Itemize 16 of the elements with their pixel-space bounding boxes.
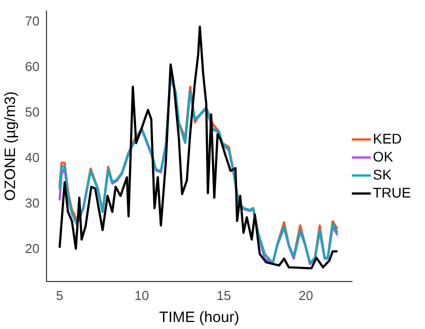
x-tick-label: 20 <box>298 288 314 303</box>
legend-label: TRUE <box>372 184 412 200</box>
y-tick-label: 70 <box>24 14 40 29</box>
x-tick-label: 10 <box>134 288 149 303</box>
y-tick-label: 20 <box>24 241 40 256</box>
legend-label: SK <box>372 166 392 182</box>
x-tick-label: 15 <box>216 288 232 303</box>
y-axis-title: OZONE (µg/m3) <box>2 91 20 201</box>
y-tick-label: 50 <box>24 104 40 120</box>
legend-label: OK <box>372 148 394 164</box>
y-tick-label: 40 <box>24 150 40 166</box>
x-tick-label: 5 <box>56 288 64 303</box>
legend-label: KED <box>372 130 402 146</box>
x-axis-title: TIME (hour) <box>159 309 240 326</box>
y-tick-label: 60 <box>24 59 40 74</box>
y-tick-label: 30 <box>24 196 40 211</box>
